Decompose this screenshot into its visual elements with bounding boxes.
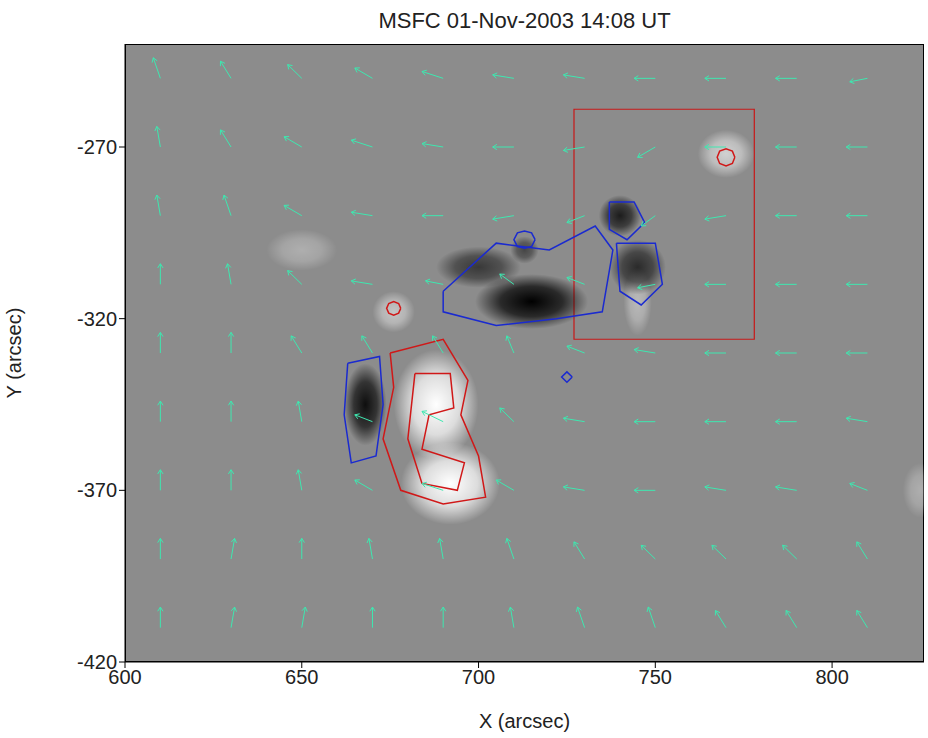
svg-text:-420: -420 xyxy=(77,651,117,673)
svg-text:650: 650 xyxy=(285,666,318,688)
svg-text:-370: -370 xyxy=(77,479,117,501)
html-text:MSFC 01-Nov-2003 14:08 UT: MSFC 01-Nov-2003 14:08 UT xyxy=(378,8,671,33)
svg-text:600: 600 xyxy=(108,666,142,689)
svg-text:Y (arcsec): Y (arcsec) xyxy=(3,308,25,399)
svg-text:X (arcsec): X (arcsec) xyxy=(479,710,570,732)
svg-text:-320: -320 xyxy=(77,308,117,330)
svg-text:800: 800 xyxy=(815,666,848,688)
svg-text:750: 750 xyxy=(639,666,672,688)
svg-text:700: 700 xyxy=(462,666,495,688)
svg-text:-270: -270 xyxy=(77,136,117,158)
